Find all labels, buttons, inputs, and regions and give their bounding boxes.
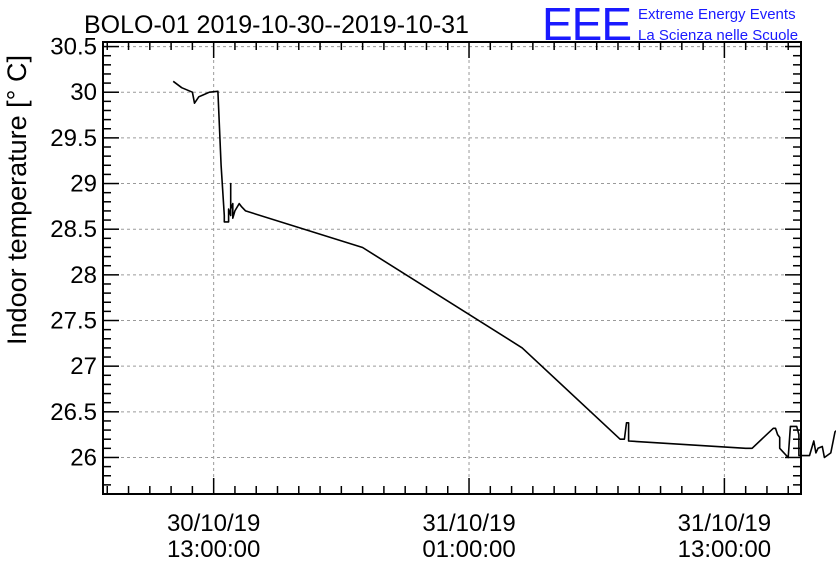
x-tick-label-time: 13:00:00 <box>167 536 260 563</box>
y-tick-label: 26 <box>70 444 97 471</box>
plot-frame <box>102 41 802 495</box>
chart-title: BOLO-01 2019-10-30--2019-10-31 <box>84 11 469 39</box>
x-tick-label-time: 01:00:00 <box>422 536 515 563</box>
x-tick-label-date: 31/10/19 <box>678 510 771 537</box>
y-tick-label: 28 <box>70 262 97 289</box>
y-axis-label: Indoor temperature [° C] <box>2 55 32 345</box>
grid <box>103 42 801 494</box>
x-tick-label-time: 13:00:00 <box>678 536 771 563</box>
logo-line-2: La Scienza nelle Scuole <box>638 27 798 44</box>
y-tick-label: 30.5 <box>50 34 97 61</box>
series-line <box>172 80 836 459</box>
x-tick-labels: 30/10/1913:00:0031/10/1901:00:0031/10/19… <box>167 510 771 563</box>
y-tick-label: 26.5 <box>50 399 97 426</box>
axis-ticks <box>103 42 801 494</box>
y-tick-label: 27 <box>70 353 97 380</box>
y-tick-label: 29 <box>70 171 97 198</box>
series-layer <box>172 80 836 459</box>
y-tick-label: 28.5 <box>50 216 97 243</box>
x-tick-label-date: 31/10/19 <box>422 510 515 537</box>
x-tick-label-date: 30/10/19 <box>167 510 260 537</box>
y-tick-label: 27.5 <box>50 308 97 335</box>
y-tick-labels: 26 26.5 27 27.5 28 28.5 29 29.5 30 30.5 <box>50 34 97 472</box>
eee-logo: EEE Extreme Energy Events La Scienza nel… <box>542 0 798 50</box>
y-tick-label: 30 <box>70 79 97 106</box>
logo-line-1: Extreme Energy Events <box>638 6 796 23</box>
y-tick-label: 29.5 <box>50 125 97 152</box>
